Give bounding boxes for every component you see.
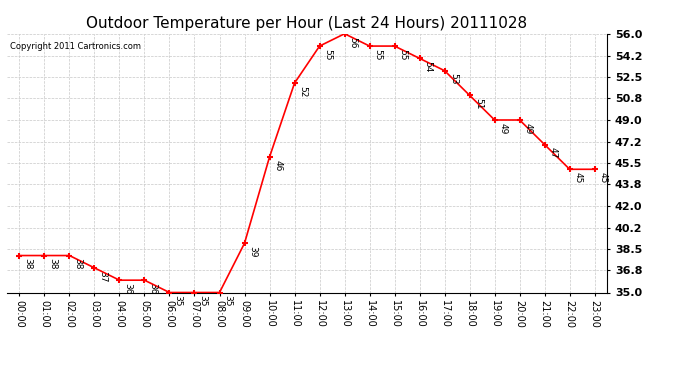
Text: 52: 52: [299, 86, 308, 97]
Text: 55: 55: [324, 49, 333, 60]
Text: 45: 45: [574, 172, 583, 183]
Text: 45: 45: [599, 172, 608, 183]
Text: 55: 55: [374, 49, 383, 60]
Text: 55: 55: [399, 49, 408, 60]
Title: Outdoor Temperature per Hour (Last 24 Hours) 20111028: Outdoor Temperature per Hour (Last 24 Ho…: [86, 16, 528, 31]
Text: 49: 49: [499, 123, 508, 134]
Text: 35: 35: [224, 295, 233, 307]
Text: 35: 35: [174, 295, 183, 307]
Text: 47: 47: [549, 147, 558, 159]
Text: 38: 38: [74, 258, 83, 270]
Text: 36: 36: [148, 283, 157, 294]
Text: 38: 38: [23, 258, 32, 270]
Text: Copyright 2011 Cartronics.com: Copyright 2011 Cartronics.com: [10, 42, 141, 51]
Text: 53: 53: [448, 74, 457, 85]
Text: 51: 51: [474, 98, 483, 109]
Text: 54: 54: [424, 61, 433, 72]
Text: 38: 38: [48, 258, 57, 270]
Text: 39: 39: [248, 246, 257, 258]
Text: 37: 37: [99, 271, 108, 282]
Text: 49: 49: [524, 123, 533, 134]
Text: 56: 56: [348, 36, 357, 48]
Text: 36: 36: [124, 283, 132, 294]
Text: 46: 46: [274, 160, 283, 171]
Text: 35: 35: [199, 295, 208, 307]
